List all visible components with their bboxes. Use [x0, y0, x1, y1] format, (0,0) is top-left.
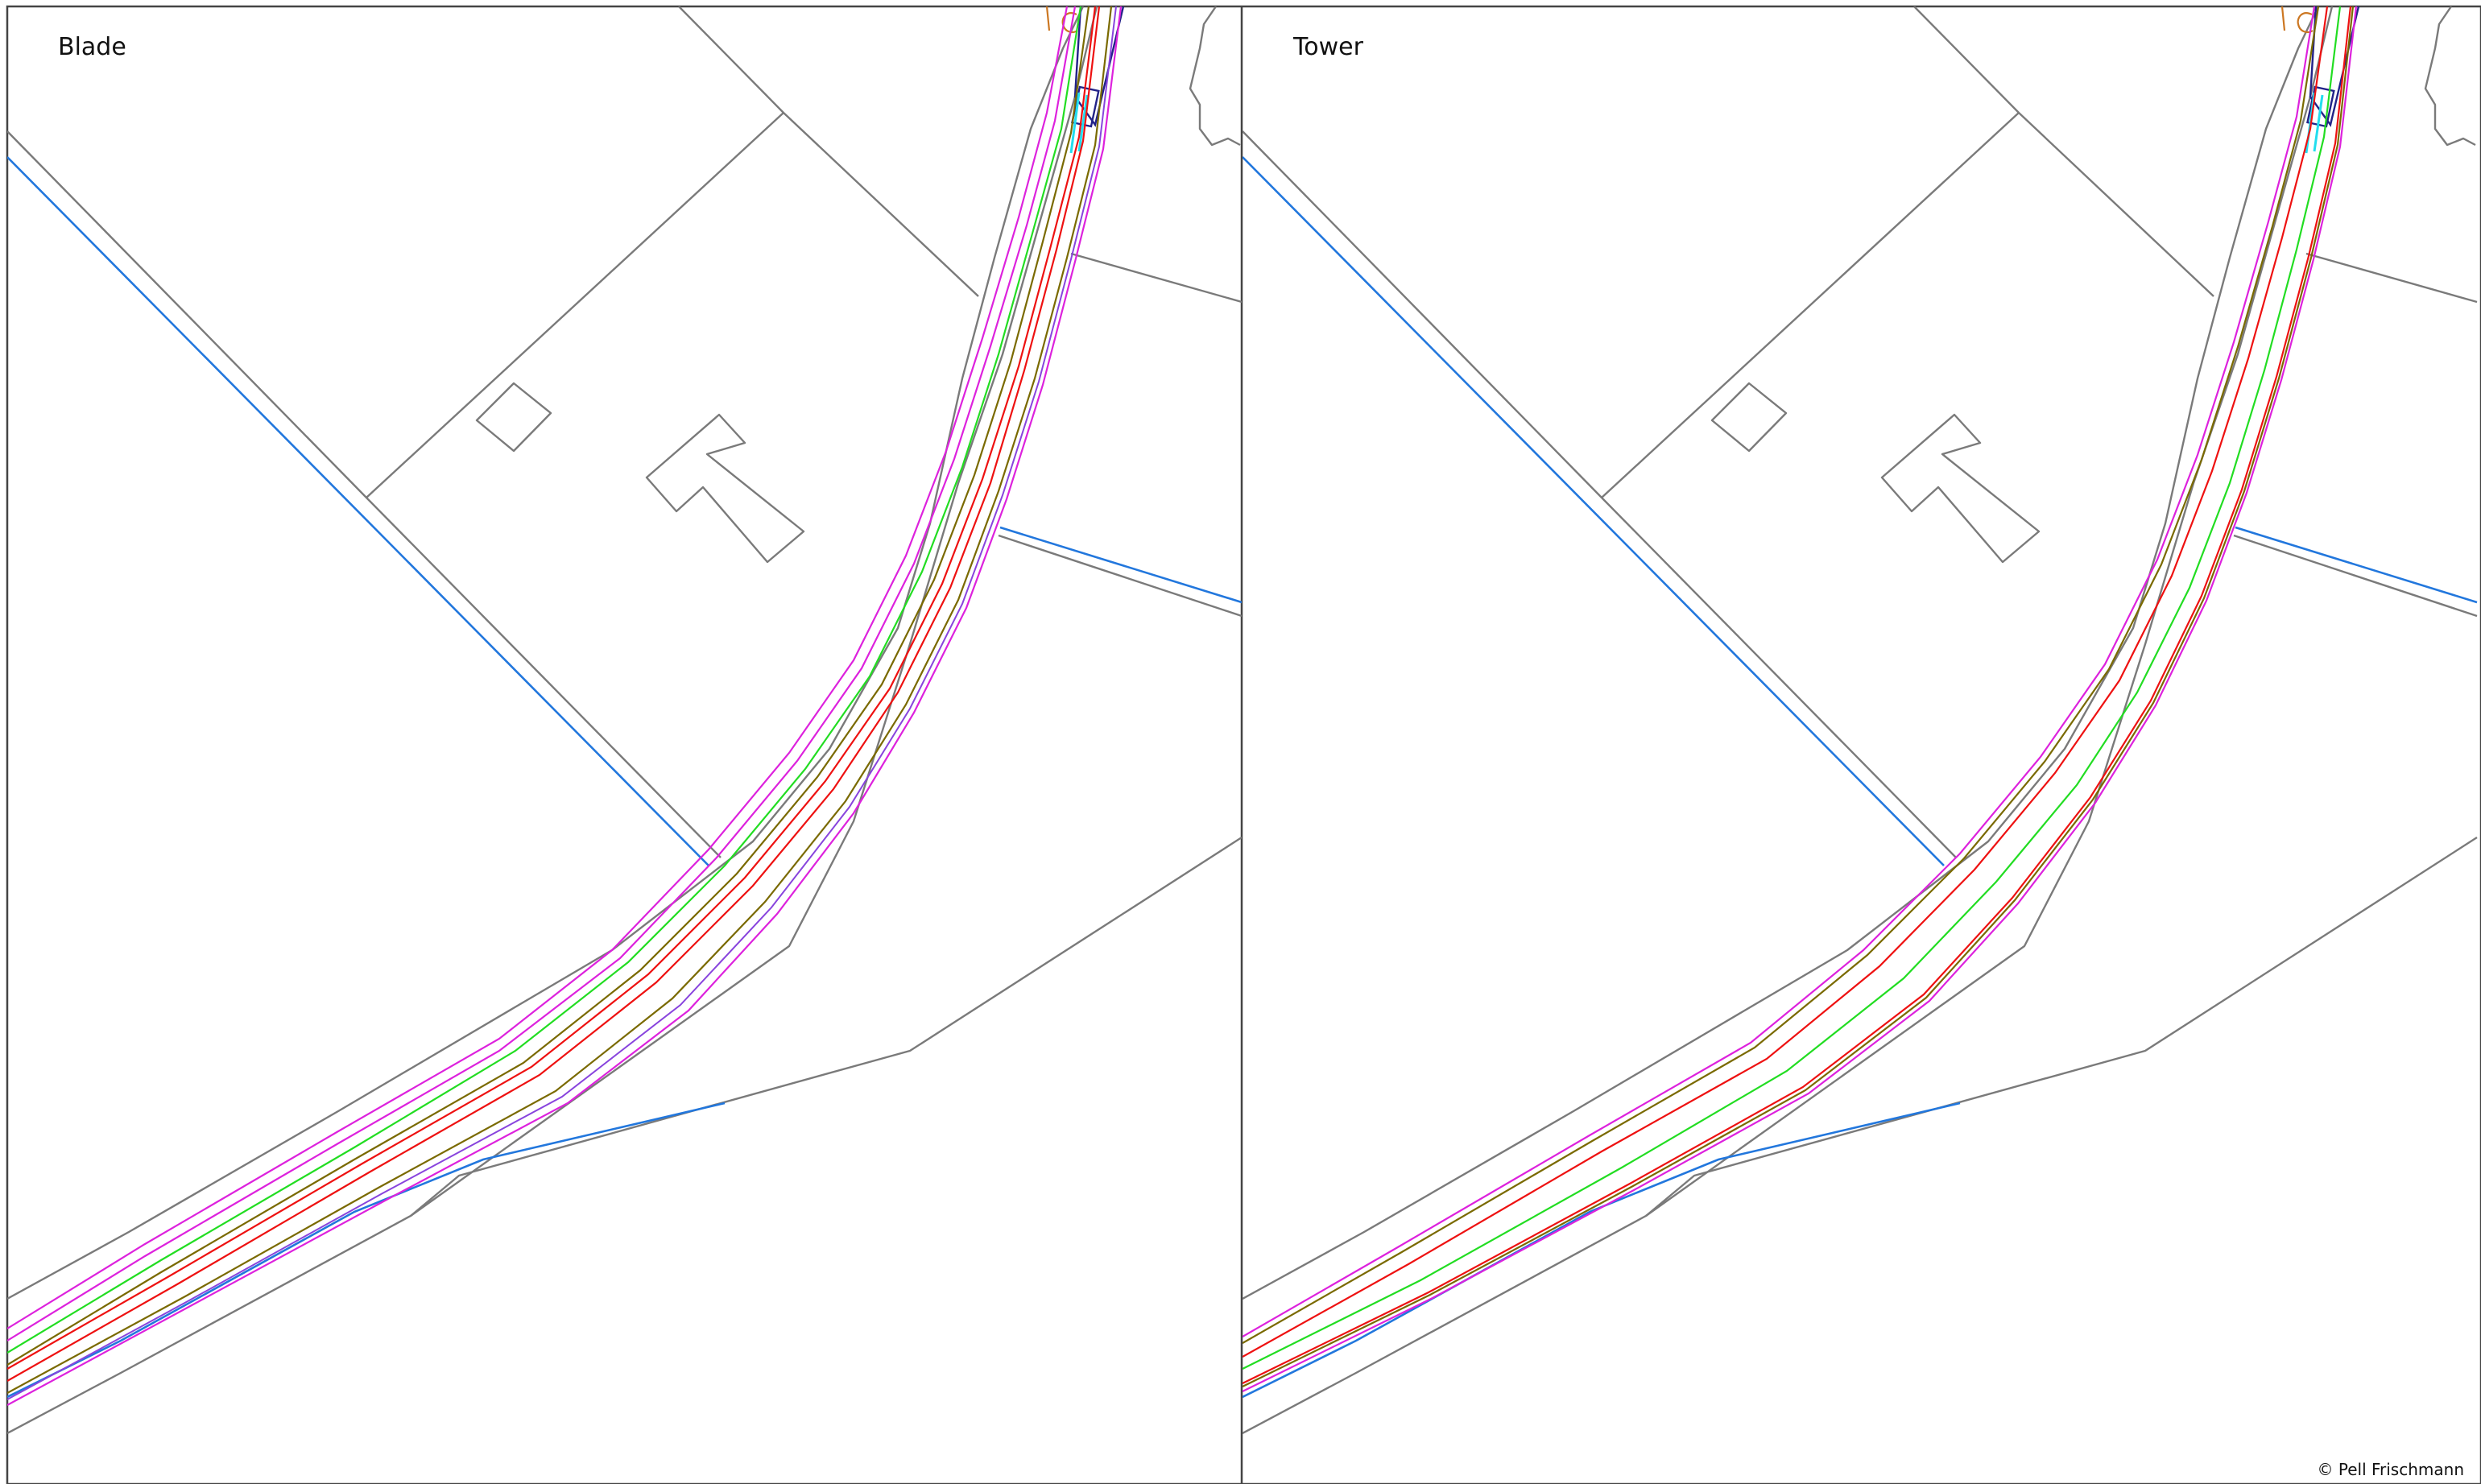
panel-tower: [1243, 6, 2479, 1435]
panel-title-tower: Tower: [1292, 33, 1364, 61]
panel-title-blade: Blade: [58, 33, 126, 61]
copyright-notice: © Pell Frischmann: [2318, 1460, 2465, 1479]
drawing-frame: [6, 5, 2481, 1484]
panel-blade: [7, 6, 1242, 1435]
